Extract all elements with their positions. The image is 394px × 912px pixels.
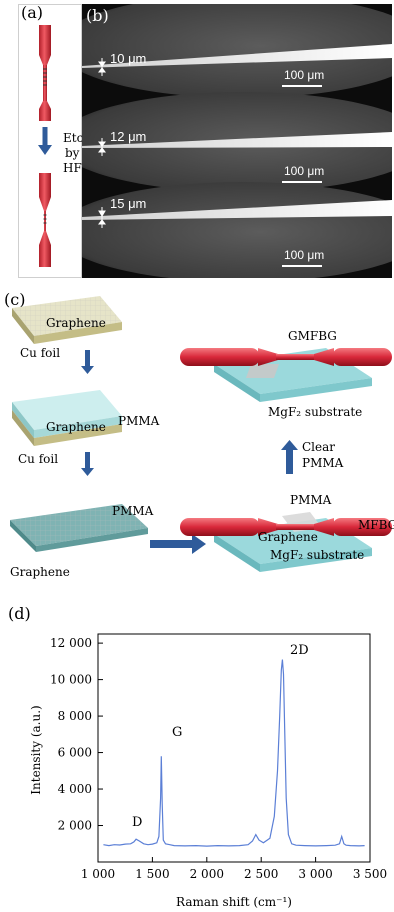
- etch-text-2: by: [65, 146, 80, 160]
- transfer-process-diagram: [10, 296, 392, 572]
- panel-a-label: (a): [21, 3, 44, 22]
- panel-c-label: (c): [4, 290, 26, 309]
- panel-a: (a) Etch by HF: [18, 3, 91, 278]
- x-tick-label: 3 500: [353, 867, 387, 881]
- annotation-2d: 2D: [290, 643, 309, 658]
- text-graphene-1: Graphene: [46, 316, 106, 330]
- panel-d-label: (d): [8, 604, 31, 623]
- y-tick-label: 2 000: [58, 819, 92, 833]
- text-clear-pmma: PMMA: [302, 456, 344, 470]
- y-tick-label: 10 000: [50, 673, 92, 687]
- plot-frame: [97, 633, 371, 863]
- diameter-label-1: 10 μm: [110, 51, 147, 66]
- y-tick-label: 6 000: [58, 746, 92, 760]
- text-graphene-3: Graphene: [10, 565, 70, 579]
- microscope-images: [82, 4, 392, 278]
- text-pmma-1: PMMA: [118, 414, 160, 428]
- x-tick-label: 1 500: [135, 867, 169, 881]
- scale-label-1: 100 μm: [284, 68, 325, 82]
- text-clear: Clear: [302, 440, 336, 454]
- text-mfbg: MFBG: [358, 518, 394, 532]
- text-graphene-bottom: Graphene: [258, 530, 318, 544]
- x-tick-label: 2 000: [190, 867, 224, 881]
- text-mgf2-bottom: MgF₂ substrate: [270, 548, 365, 562]
- raman-spectrum-line: [103, 659, 365, 847]
- diameter-label-3: 15 μm: [110, 196, 147, 211]
- etch-text-3: HF: [63, 161, 82, 175]
- raman-chart: 1 000 1 500 2 000 2 500 3 000 3 500 2 000 4 00…: [29, 633, 387, 909]
- text-cu-foil-1: Cu foil: [20, 346, 61, 360]
- scale-label-2: 100 μm: [284, 164, 325, 178]
- y-tick-label: 4 000: [58, 782, 92, 796]
- panel-b: (b) 10 μm 100 μm 12 μm 100 μm 15 μm 100 …: [82, 4, 392, 278]
- text-pmma-bottom: PMMA: [290, 493, 332, 507]
- fiber-etching-diagram: [38, 25, 52, 267]
- scale-label-3: 100 μm: [284, 248, 325, 262]
- y-tick-label: 8 000: [58, 709, 92, 723]
- text-gmfbg: GMFBG: [288, 329, 337, 343]
- x-axis-label: Raman shift (cm⁻¹): [176, 895, 292, 909]
- text-graphene-2: Graphene: [46, 420, 106, 434]
- text-pmma-2: PMMA: [112, 504, 154, 518]
- x-tick-label: 1 000: [81, 867, 115, 881]
- annotation-g: G: [172, 725, 182, 740]
- x-tick-label: 2 500: [244, 867, 278, 881]
- annotation-d: D: [132, 815, 142, 830]
- text-cu-foil-2: Cu foil: [18, 452, 59, 466]
- x-tick-label: 3 000: [298, 867, 332, 881]
- y-axis-label: Intensity (a.u.): [29, 705, 43, 794]
- text-mgf2-top: MgF₂ substrate: [268, 405, 363, 419]
- diameter-label-2: 12 μm: [110, 129, 147, 144]
- y-tick-label: 12 000: [50, 636, 92, 650]
- panel-b-label: (b): [86, 6, 109, 25]
